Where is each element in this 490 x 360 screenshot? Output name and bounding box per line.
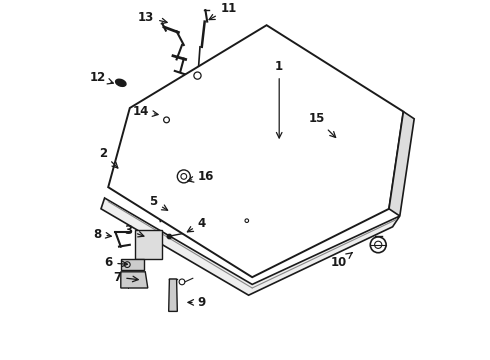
Text: 5: 5 (149, 195, 168, 210)
Text: 6: 6 (104, 256, 127, 269)
Polygon shape (169, 279, 177, 311)
Polygon shape (135, 230, 162, 259)
Text: 9: 9 (188, 296, 206, 309)
Text: 13: 13 (138, 11, 167, 24)
Text: 12: 12 (89, 71, 113, 84)
Text: 3: 3 (124, 224, 144, 237)
Polygon shape (389, 112, 414, 216)
Text: 10: 10 (330, 253, 352, 269)
Text: 14: 14 (132, 105, 158, 118)
Polygon shape (121, 272, 148, 288)
Text: 15: 15 (309, 112, 336, 138)
Ellipse shape (116, 79, 126, 86)
Polygon shape (101, 198, 400, 295)
Text: 11: 11 (209, 3, 237, 19)
Circle shape (167, 234, 171, 239)
Polygon shape (121, 259, 144, 270)
Text: 4: 4 (187, 217, 206, 232)
Text: 1: 1 (275, 60, 283, 138)
Polygon shape (108, 25, 403, 277)
Text: 16: 16 (188, 170, 214, 183)
Text: 8: 8 (93, 228, 111, 240)
Text: 2: 2 (99, 147, 118, 168)
Text: 7: 7 (113, 271, 138, 284)
